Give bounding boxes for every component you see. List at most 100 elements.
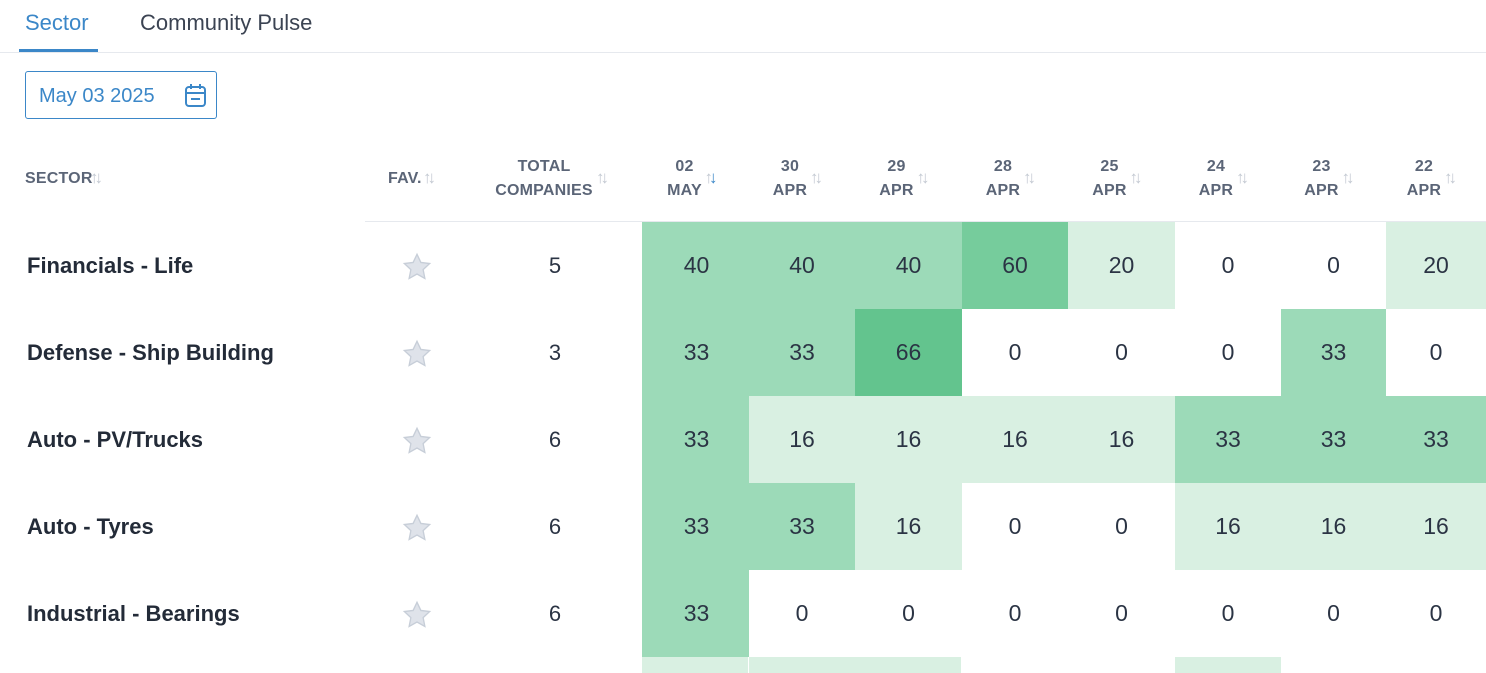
star-icon[interactable] — [401, 425, 433, 457]
heat-cell[interactable]: 33 — [642, 396, 751, 483]
heat-cell[interactable]: 33 — [749, 309, 855, 396]
heat-cell[interactable]: 0 — [1386, 309, 1486, 396]
heat-cell-partial — [642, 657, 748, 673]
column-header-date[interactable]: 23 APR — [1297, 155, 1347, 203]
column-header-date-day: 02 — [675, 158, 694, 175]
heat-cell[interactable]: 0 — [962, 570, 1068, 657]
heat-cell[interactable]: 33 — [642, 309, 751, 396]
sector-name[interactable]: Defense - Ship Building — [27, 340, 274, 365]
sector-name[interactable]: Auto - PV/Trucks — [27, 427, 204, 452]
column-header-date[interactable]: 29 APR — [872, 155, 922, 203]
heat-cell[interactable]: 20 — [1068, 222, 1175, 309]
heat-cell[interactable]: 16 — [962, 396, 1068, 483]
column-header-total-line1: TOTAL — [517, 158, 571, 175]
column-header-fav[interactable]: FAV. — [388, 170, 422, 187]
column-header-date-day: 23 — [1312, 158, 1331, 175]
column-header-date[interactable]: 30 APR — [765, 155, 815, 203]
star-icon[interactable] — [401, 599, 433, 631]
heat-cell[interactable]: 60 — [962, 222, 1068, 309]
column-header-total-companies[interactable]: TOTAL COMPANIES — [490, 155, 598, 203]
heat-cell[interactable]: 16 — [1175, 483, 1281, 570]
heat-cell[interactable]: 33 — [749, 483, 855, 570]
tab-bar: Sector Community Pulse — [0, 0, 1486, 53]
sort-arrows-icon[interactable]: ↑↓ — [90, 168, 103, 187]
column-header-date-day: 25 — [1100, 158, 1119, 175]
heat-cell[interactable]: 0 — [1068, 570, 1175, 657]
heat-cell[interactable]: 16 — [855, 483, 962, 570]
total-companies-value: 6 — [548, 427, 562, 452]
heat-cell[interactable]: 33 — [1175, 396, 1281, 483]
tab-community-pulse[interactable]: Community Pulse — [140, 10, 313, 35]
heat-cell[interactable]: 0 — [1068, 483, 1175, 570]
sort-arrows-icon[interactable]: ↑↓ — [1444, 168, 1457, 187]
total-companies-value: 5 — [548, 253, 562, 278]
column-header-date[interactable]: 22 APR — [1399, 155, 1449, 203]
tab-sector[interactable]: Sector — [25, 10, 89, 35]
heat-cell[interactable]: 0 — [1175, 222, 1281, 309]
active-tab-indicator — [19, 49, 98, 52]
column-header-date-month: APR — [985, 182, 1021, 199]
heat-cell[interactable]: 0 — [1386, 570, 1486, 657]
sector-name[interactable]: Auto - Tyres — [27, 514, 154, 539]
heat-cell[interactable]: 0 — [962, 483, 1068, 570]
star-icon[interactable] — [401, 251, 433, 283]
column-header-date-day: 28 — [993, 158, 1013, 175]
date-picker-value: May 03 2025 — [39, 85, 155, 107]
column-header-date-month: MAY — [667, 182, 702, 199]
column-header-date-day: 29 — [887, 158, 906, 175]
sort-arrows-icon[interactable]: ↑↓ — [423, 168, 436, 187]
heat-cell[interactable]: 16 — [749, 396, 855, 483]
sort-arrows-icon[interactable]: ↑↓ — [704, 168, 718, 187]
column-header-date-day: 24 — [1206, 158, 1226, 175]
heat-cell[interactable]: 0 — [1281, 222, 1386, 309]
heat-cell-partial — [855, 657, 961, 673]
column-header-date-month: APR — [772, 182, 808, 199]
heat-cell[interactable]: 33 — [642, 570, 751, 657]
column-header-date-month: APR — [1406, 182, 1442, 199]
total-companies-value: 6 — [548, 514, 562, 539]
sort-arrows-icon[interactable]: ↑↓ — [1023, 168, 1036, 187]
heat-cell[interactable]: 16 — [1068, 396, 1175, 483]
column-header-date[interactable]: 25 APR — [1085, 155, 1135, 203]
column-header-date[interactable]: 28 APR — [978, 155, 1028, 203]
heat-cell[interactable]: 0 — [1175, 309, 1281, 396]
sort-arrows-icon[interactable]: ↑↓ — [1236, 168, 1249, 187]
heat-cell[interactable]: 33 — [1281, 396, 1386, 483]
heat-cell[interactable]: 20 — [1386, 222, 1486, 309]
heat-cell[interactable]: 0 — [1175, 570, 1281, 657]
heat-cell[interactable]: 0 — [1281, 570, 1386, 657]
column-header-date-month: APR — [879, 182, 914, 199]
sector-name[interactable]: Financials - Life — [27, 253, 194, 278]
sort-arrows-icon[interactable]: ↑↓ — [1341, 168, 1355, 187]
heat-cell[interactable]: 33 — [1281, 309, 1386, 396]
heat-cell[interactable]: 33 — [1386, 396, 1486, 483]
total-companies-value: 3 — [548, 340, 562, 365]
total-companies-value: 6 — [548, 601, 562, 626]
heat-cell[interactable]: 0 — [1068, 309, 1175, 396]
heat-cell[interactable]: 40 — [749, 222, 855, 309]
heat-cell[interactable]: 16 — [1386, 483, 1486, 570]
heat-cell[interactable]: 66 — [855, 309, 962, 396]
heat-cell[interactable]: 0 — [855, 570, 962, 657]
sort-arrows-icon[interactable]: ↑↓ — [810, 168, 823, 187]
heat-cell[interactable]: 16 — [855, 396, 962, 483]
heat-cell[interactable]: 33 — [642, 483, 751, 570]
column-header-date-month: APR — [1198, 182, 1234, 199]
sector-name[interactable]: Industrial - Bearings — [27, 601, 240, 626]
column-header-date[interactable]: 24 APR — [1191, 155, 1241, 203]
star-icon[interactable] — [401, 338, 433, 370]
heat-cell[interactable]: 40 — [855, 222, 962, 309]
column-header-sector[interactable]: SECTOR — [25, 170, 93, 187]
date-picker[interactable]: May 03 2025 — [25, 71, 217, 119]
heat-cell-partial — [749, 657, 855, 673]
star-icon[interactable] — [401, 512, 433, 544]
heat-cell[interactable]: 0 — [749, 570, 855, 657]
heat-cell[interactable]: 0 — [962, 309, 1068, 396]
heat-cell[interactable]: 16 — [1281, 483, 1386, 570]
heat-cell[interactable]: 40 — [642, 222, 751, 309]
column-header-date-month: APR — [1304, 182, 1339, 199]
sort-arrows-icon[interactable]: ↑↓ — [916, 168, 930, 187]
sort-arrows-icon[interactable]: ↑↓ — [596, 168, 609, 187]
column-header-date[interactable]: 02 MAY — [660, 155, 710, 203]
sort-arrows-icon[interactable]: ↑↓ — [1129, 168, 1143, 187]
